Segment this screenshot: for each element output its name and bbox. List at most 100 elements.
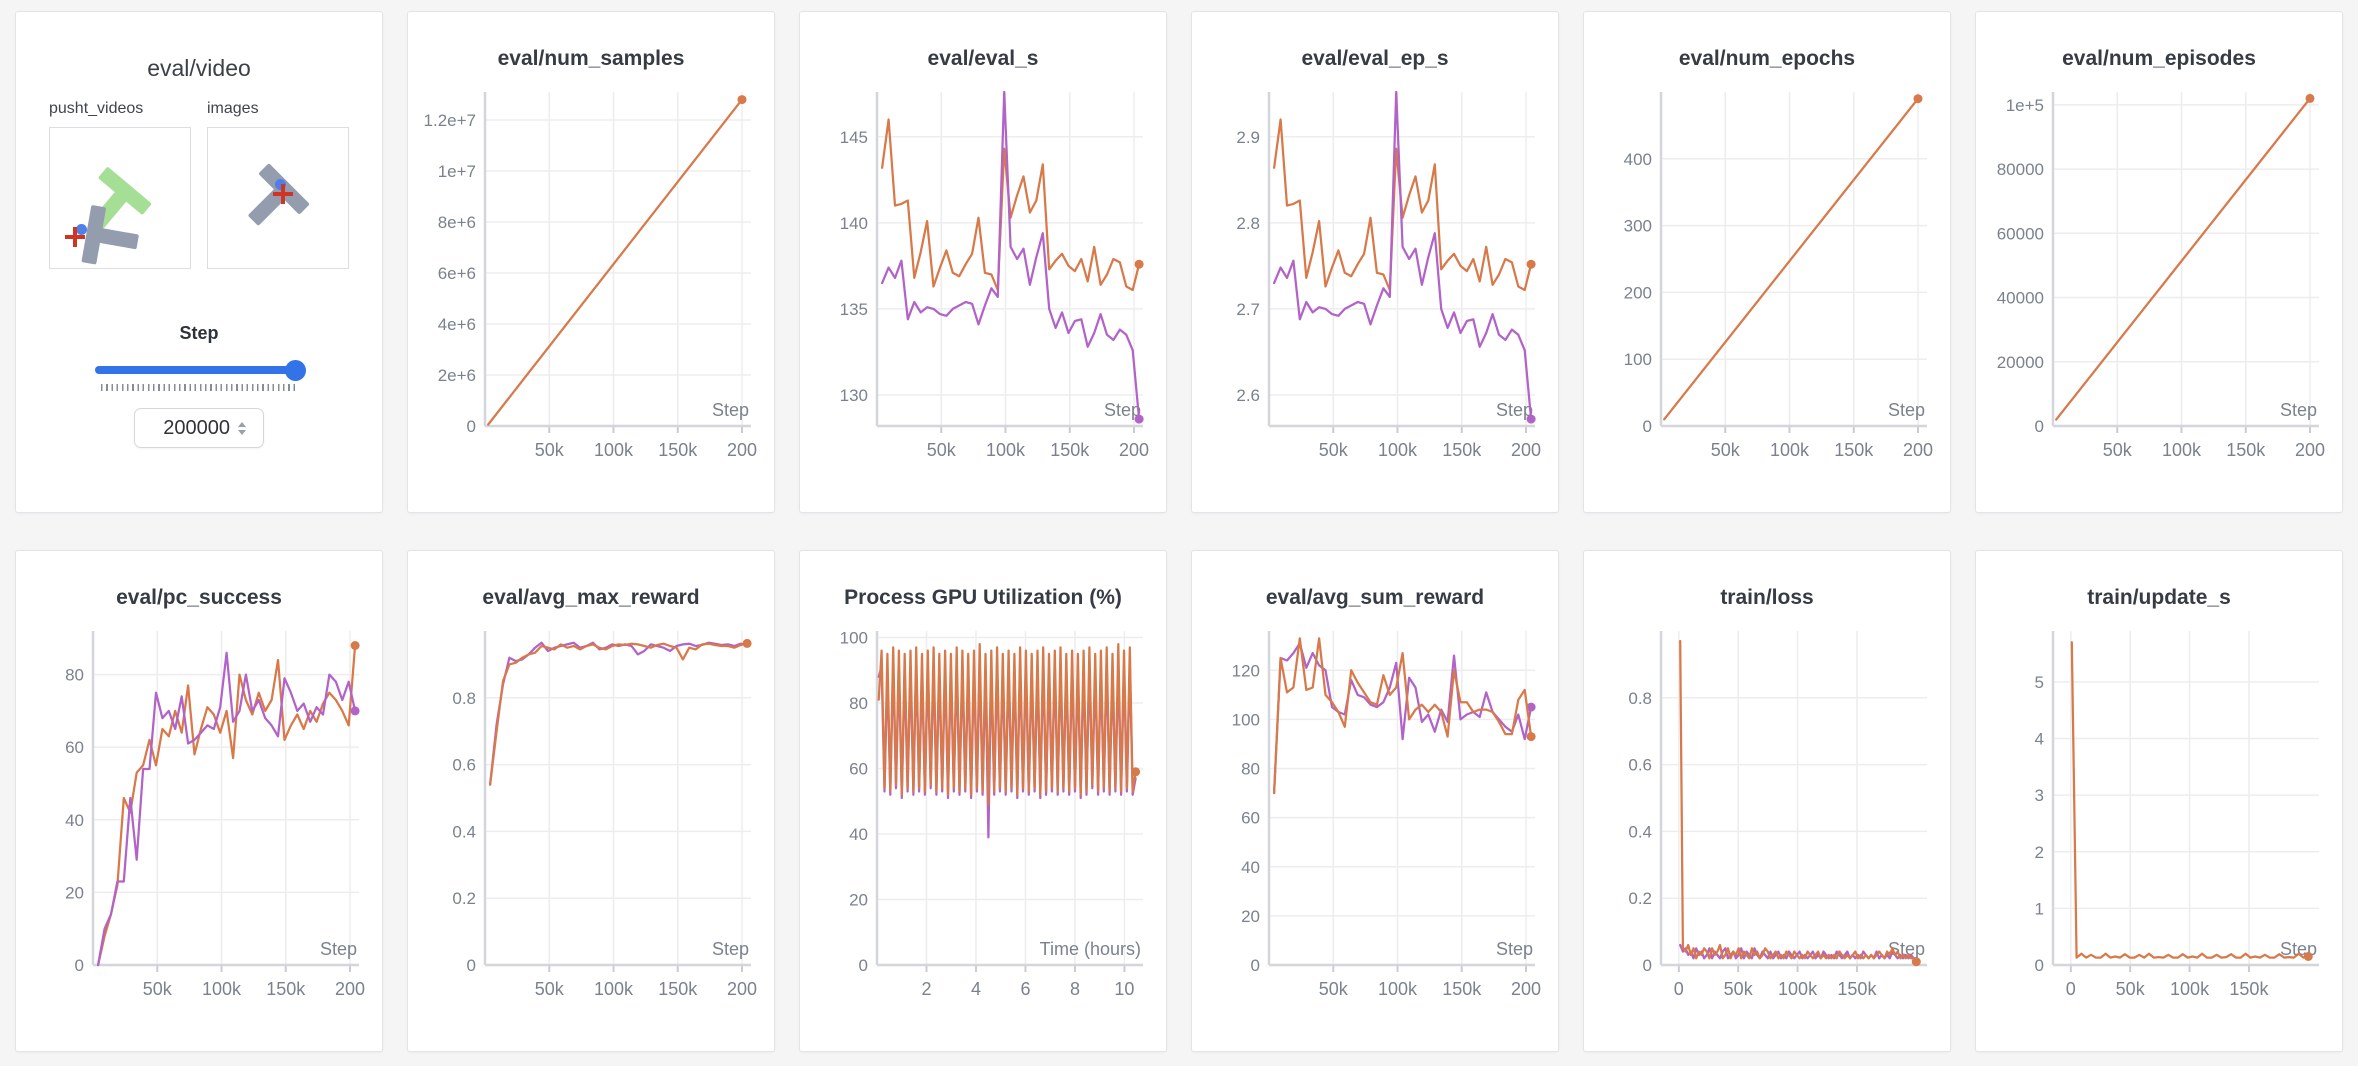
- chart-title: eval/avg_sum_reward: [1265, 586, 1485, 609]
- svg-text:0: 0: [2035, 417, 2044, 436]
- chart-canvas[interactable]: 0 20 40 60 80 50k 100k 150k 200 Step: [29, 621, 369, 1025]
- chart-title: eval/eval_ep_s: [1301, 47, 1449, 70]
- target-cross-icon: [65, 227, 85, 247]
- chart-canvas[interactable]: 130 135 140 145 50k 100k 150k 200 Step: [813, 82, 1153, 486]
- svg-text:4: 4: [2035, 730, 2044, 749]
- svg-text:200: 200: [2295, 440, 2325, 460]
- svg-text:150k: 150k: [2229, 979, 2269, 999]
- svg-text:0: 0: [859, 956, 868, 975]
- svg-text:0.2: 0.2: [1628, 889, 1652, 908]
- chart-panel-eval-avg-max-reward: eval/avg_max_reward 0 0.2 0.4 0.6 0.8 50k 100k…: [407, 550, 775, 1052]
- svg-text:100k: 100k: [202, 979, 242, 999]
- svg-text:50k: 50k: [143, 979, 173, 999]
- chart-title: train/update_s: [2087, 586, 2231, 609]
- svg-text:150k: 150k: [2226, 440, 2266, 460]
- chart-canvas[interactable]: 0 20 40 60 80 100 120 50k 100k 150k 200 Step: [1205, 621, 1545, 1025]
- svg-text:0.8: 0.8: [1628, 689, 1652, 708]
- svg-text:150k: 150k: [1834, 440, 1874, 460]
- step-value-input[interactable]: [150, 415, 232, 441]
- svg-text:80: 80: [1241, 760, 1260, 779]
- svg-text:Step: Step: [320, 939, 357, 959]
- svg-text:150k: 150k: [1442, 979, 1482, 999]
- media-label: pusht_videos: [49, 100, 144, 117]
- svg-text:200: 200: [1624, 283, 1652, 302]
- step-slider-track[interactable]: [95, 366, 303, 374]
- images-thumbnail[interactable]: [207, 127, 349, 269]
- step-decrement-button[interactable]: [238, 429, 246, 435]
- chart-canvas[interactable]: 0 20 40 60 80 100 2 4 6 8 10 Time (hours): [813, 621, 1153, 1025]
- svg-text:80: 80: [849, 694, 868, 713]
- svg-text:Time (hours): Time (hours): [1040, 939, 1141, 959]
- svg-text:2e+6: 2e+6: [438, 366, 476, 385]
- svg-text:1e+7: 1e+7: [438, 162, 476, 181]
- chart-canvas[interactable]: 2.6 2.7 2.8 2.9 50k 100k 150k 200 Step: [1205, 82, 1545, 486]
- step-slider[interactable]: [95, 359, 306, 381]
- svg-text:100k: 100k: [1378, 440, 1418, 460]
- svg-text:Step: Step: [1496, 400, 1533, 420]
- svg-text:200: 200: [727, 440, 757, 460]
- svg-text:100: 100: [840, 629, 868, 648]
- svg-text:60: 60: [849, 760, 868, 779]
- svg-text:40: 40: [65, 811, 84, 830]
- chart-title: eval/num_epochs: [1678, 47, 1856, 70]
- chart-title: eval/avg_max_reward: [482, 586, 700, 609]
- pusht-video-thumbnail[interactable]: [49, 127, 191, 269]
- step-stepper: [236, 420, 248, 437]
- svg-text:50k: 50k: [927, 440, 957, 460]
- svg-text:3: 3: [2035, 786, 2044, 805]
- media-panel-eval-video: eval/video pusht_videos images: [15, 11, 383, 513]
- step-slider-thumb[interactable]: [285, 360, 306, 381]
- chart-panel-eval-eval-s: eval/eval_s 130 135 140 145 50k 100k 150k 200 St…: [799, 11, 1167, 513]
- svg-text:5: 5: [2035, 673, 2044, 692]
- svg-text:0: 0: [467, 417, 476, 436]
- chart-canvas[interactable]: 0 20000 40000 60000 80000 1e+5 50k 100k 150k 200 S…: [1989, 82, 2329, 486]
- media-row: pusht_videos images: [30, 100, 368, 269]
- svg-text:50k: 50k: [535, 440, 565, 460]
- svg-text:100k: 100k: [986, 440, 1026, 460]
- svg-text:0.6: 0.6: [1628, 756, 1652, 775]
- chart-canvas[interactable]: 0 100 200 300 400 50k 100k 150k 200 Step: [1597, 82, 1937, 486]
- svg-text:100k: 100k: [594, 979, 634, 999]
- svg-text:150k: 150k: [1442, 440, 1482, 460]
- chart-panel-eval-num-epochs: eval/num_epochs 0 100 200 300 400 50k 100k 150k…: [1583, 11, 1951, 513]
- svg-text:60: 60: [65, 738, 84, 757]
- chart-panel-eval-eval-ep-s: eval/eval_ep_s 2.6 2.7 2.8 2.9 50k 100k 150k 20…: [1191, 11, 1559, 513]
- gray-t-shape: [81, 204, 142, 271]
- svg-text:135: 135: [840, 300, 868, 319]
- chart-canvas[interactable]: 0 2e+6 4e+6 6e+6 8e+6 1e+7 1.2e+7 50k 100k 150k 20…: [421, 82, 761, 486]
- chart-panel-process-gpu-utilization-: Process GPU Utilization (%) 0 20 40 60 80 100…: [799, 550, 1167, 1052]
- svg-text:0: 0: [1643, 956, 1652, 975]
- svg-text:50k: 50k: [1319, 979, 1349, 999]
- svg-text:20: 20: [849, 891, 868, 910]
- svg-text:40000: 40000: [1997, 289, 2044, 308]
- svg-text:0: 0: [75, 956, 84, 975]
- chart-title: train/loss: [1720, 586, 1814, 609]
- svg-text:0.4: 0.4: [452, 822, 476, 841]
- svg-text:150k: 150k: [658, 440, 698, 460]
- svg-text:Step: Step: [1888, 400, 1925, 420]
- svg-text:200: 200: [727, 979, 757, 999]
- step-increment-button[interactable]: [238, 421, 246, 427]
- svg-text:400: 400: [1624, 150, 1652, 169]
- svg-text:100k: 100k: [1770, 440, 1810, 460]
- svg-text:2.9: 2.9: [1236, 128, 1260, 147]
- svg-text:2.7: 2.7: [1236, 300, 1260, 319]
- svg-text:0.2: 0.2: [452, 889, 476, 908]
- media-item-pusht-videos: pusht_videos: [49, 100, 191, 269]
- svg-text:6: 6: [1020, 979, 1030, 999]
- svg-text:8: 8: [1070, 979, 1080, 999]
- svg-text:100k: 100k: [1778, 979, 1818, 999]
- chart-canvas[interactable]: 0 0.2 0.4 0.6 0.8 50k 100k 150k 200 Step: [421, 621, 761, 1025]
- svg-text:Step: Step: [712, 400, 749, 420]
- svg-text:50k: 50k: [1711, 440, 1741, 460]
- svg-text:100k: 100k: [594, 440, 634, 460]
- svg-text:0: 0: [2066, 979, 2076, 999]
- step-slider-label: Step: [179, 323, 219, 343]
- svg-text:80000: 80000: [1997, 160, 2044, 179]
- svg-text:100: 100: [1624, 350, 1652, 369]
- svg-text:50k: 50k: [1724, 979, 1754, 999]
- svg-text:1e+5: 1e+5: [2006, 96, 2044, 115]
